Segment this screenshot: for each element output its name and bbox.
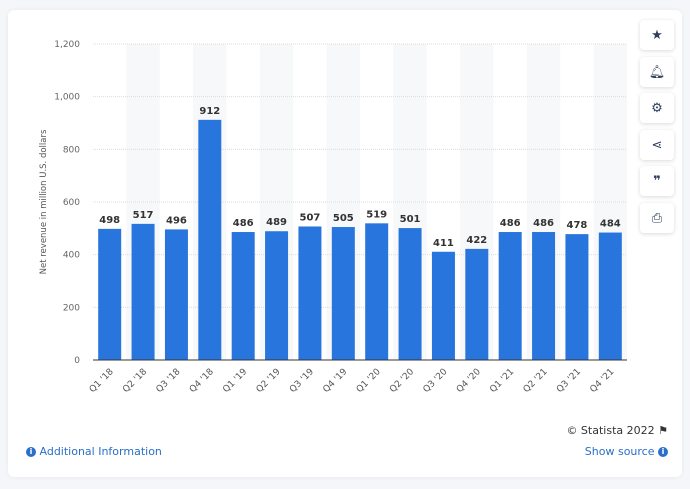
copyright-text: © Statista 2022 bbox=[566, 424, 655, 437]
x-tick-label: Q3 '20 bbox=[422, 367, 450, 395]
share-icon: ⋖ bbox=[651, 137, 663, 153]
y-tick-label: 800 bbox=[63, 145, 80, 155]
print-icon: ⎙ bbox=[651, 210, 663, 226]
x-tick-label: Q3 '18 bbox=[155, 367, 183, 395]
settings-button[interactable]: ⚙ bbox=[640, 93, 674, 123]
data-label: 519 bbox=[366, 209, 387, 220]
bar bbox=[131, 223, 155, 360]
show-source-link[interactable]: Show source i bbox=[585, 445, 668, 458]
y-tick-label: 1,000 bbox=[54, 93, 80, 103]
data-label: 496 bbox=[166, 215, 187, 226]
bar bbox=[598, 232, 622, 360]
data-label: 486 bbox=[233, 218, 254, 229]
x-tick-label: Q2 '21 bbox=[522, 367, 550, 395]
data-label: 507 bbox=[300, 212, 321, 223]
y-axis-label: Net revenue in million U.S. dollars bbox=[39, 129, 49, 274]
bar bbox=[565, 234, 589, 360]
data-label: 422 bbox=[466, 235, 487, 246]
data-label: 517 bbox=[133, 210, 154, 221]
x-tick-label: Q4 '20 bbox=[455, 367, 483, 395]
bar bbox=[532, 232, 556, 360]
data-label: 484 bbox=[600, 219, 621, 230]
flag-icon: ⚑ bbox=[658, 424, 668, 437]
star-icon: ★ bbox=[651, 27, 663, 43]
y-tick-label: 0 bbox=[74, 356, 80, 366]
bell-icon: 🔔︎ bbox=[648, 64, 666, 80]
x-tick-label: Q1 '21 bbox=[488, 367, 516, 395]
additional-information-label: Additional Information bbox=[39, 445, 162, 458]
bar bbox=[265, 231, 289, 360]
y-tick-label: 600 bbox=[63, 198, 80, 208]
x-tick-label: Q2 '20 bbox=[388, 367, 416, 395]
x-tick-label: Q2 '18 bbox=[121, 367, 149, 395]
print-button[interactable]: ⎙ bbox=[640, 203, 674, 233]
bar bbox=[398, 228, 422, 360]
bar bbox=[98, 228, 122, 360]
info-icon: i bbox=[26, 447, 36, 457]
favorite-button[interactable]: ★ bbox=[640, 20, 674, 50]
x-tick-label: Q1 '18 bbox=[88, 367, 116, 395]
x-tick-label: Q3 '21 bbox=[555, 367, 583, 395]
data-label: 489 bbox=[266, 217, 287, 228]
gear-icon: ⚙ bbox=[651, 100, 663, 116]
bar bbox=[431, 251, 455, 360]
bar bbox=[498, 232, 522, 360]
show-source-label: Show source bbox=[584, 445, 655, 458]
copyright: © Statista 2022 ⚑ bbox=[566, 424, 668, 437]
bar bbox=[164, 229, 188, 360]
data-label: 498 bbox=[99, 215, 120, 226]
cite-button[interactable]: ❞ bbox=[640, 166, 674, 196]
bar bbox=[331, 227, 355, 360]
y-tick-label: 200 bbox=[63, 303, 80, 313]
x-tick-label: Q4 '21 bbox=[588, 367, 616, 395]
bar bbox=[465, 248, 489, 360]
bar bbox=[198, 119, 222, 360]
data-label: 486 bbox=[500, 218, 521, 229]
y-tick-label: 400 bbox=[63, 251, 80, 261]
x-tick-label: Q1 '19 bbox=[221, 367, 249, 395]
data-label: 912 bbox=[199, 106, 220, 117]
info-icon: i bbox=[658, 447, 668, 457]
bar bbox=[365, 223, 389, 360]
x-tick-label: Q3 '19 bbox=[288, 367, 316, 395]
data-label: 478 bbox=[567, 220, 588, 231]
x-tick-label: Q1 '20 bbox=[355, 367, 383, 395]
data-label: 411 bbox=[433, 238, 454, 249]
notification-button[interactable]: 🔔︎ bbox=[640, 57, 674, 87]
share-button[interactable]: ⋖ bbox=[640, 130, 674, 160]
data-label: 505 bbox=[333, 213, 354, 224]
y-tick-label: 1,200 bbox=[54, 40, 80, 50]
bar bbox=[298, 226, 322, 360]
data-label: 501 bbox=[400, 214, 421, 225]
bar bbox=[231, 232, 255, 360]
quote-icon: ❞ bbox=[653, 173, 661, 189]
x-tick-label: Q2 '19 bbox=[255, 367, 283, 395]
x-tick-label: Q4 '19 bbox=[321, 367, 349, 395]
additional-information-link[interactable]: i Additional Information bbox=[26, 445, 162, 458]
x-tick-label: Q4 '18 bbox=[188, 367, 216, 395]
data-label: 486 bbox=[533, 218, 554, 229]
